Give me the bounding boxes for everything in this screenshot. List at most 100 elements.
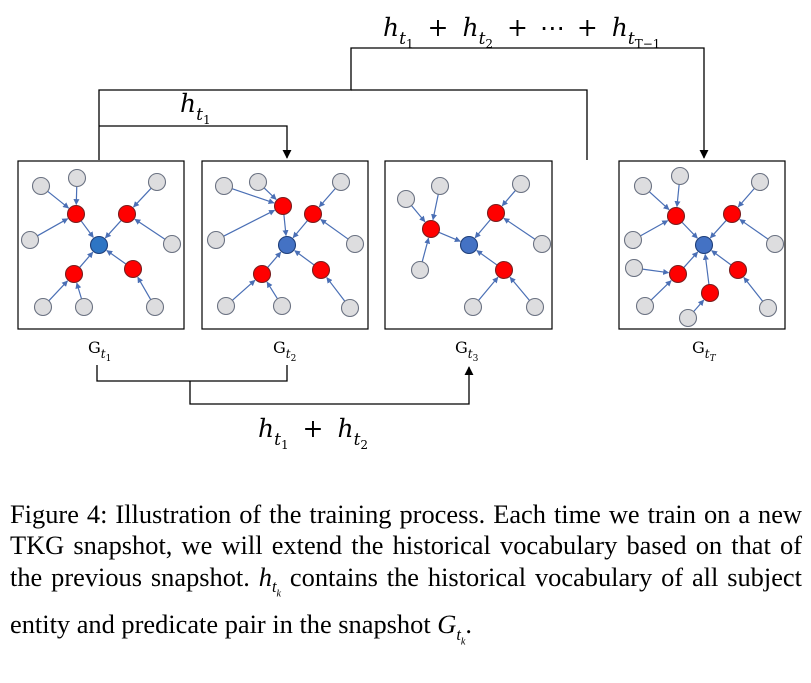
neighbor-node [623,230,643,250]
edge-neighbor-relation [743,276,764,302]
caption-lead: Figure 4: Illustration of the training p… [10,499,802,592]
relation-node [666,206,686,226]
snapshot-graph-4 [618,160,786,330]
edge-neighbor-relation [674,184,681,208]
neighbor-node [33,297,53,317]
edge-relation-center [80,220,94,238]
center-node [694,235,714,255]
neighbor-node [162,234,182,254]
edge-relation-center [711,250,732,266]
neighbor-node [758,298,778,318]
edge-neighbor-relation [73,186,80,206]
snapshot-panels [17,160,786,330]
neighbor-node [74,297,94,317]
neighbor-node [635,296,655,316]
neighbor-node [396,189,416,209]
center-node [89,235,109,255]
caption-h: htk [258,561,282,600]
edge-neighbor-relation [503,217,536,240]
edge-neighbor-relation [642,268,670,275]
caption-g: Gtk [437,609,466,647]
relation-node [66,204,86,224]
neighbor-node [463,297,483,317]
neighbor-node [532,234,552,254]
neighbor-node [633,176,653,196]
edge-relation-center [438,231,461,242]
edge-neighbor-relation [134,218,166,240]
neighbor-node [670,166,690,186]
training-process-figure: ht1 + ht2 + ⋯ + htT−1 ht1 ht1 + ht2 Gt1 … [17,13,786,455]
neighbor-node [216,296,236,316]
edge-neighbor-relation [223,209,276,237]
edge-neighbor-relation [326,277,346,302]
edge-relation-center [683,251,699,269]
edge-neighbor-relation [640,220,669,237]
edge-neighbor-relation [231,188,275,205]
panel-label-4: GtT [692,338,717,364]
label-top: ht1 + ht2 + ⋯ + htT−1 [383,13,660,54]
edge-neighbor-relation [739,218,769,240]
edge-neighbor-relation [48,280,68,302]
edge-relation-center [292,220,308,239]
relation-node [252,264,272,284]
edge-relation-center [104,219,122,239]
neighbor-node [750,172,770,192]
edge-neighbor-relation [410,205,426,223]
edge-relation-center [282,214,289,237]
edge-relation-center [709,219,727,239]
neighbor-node [624,258,644,278]
connector-mid [99,125,292,159]
edge-neighbor-relation [477,276,499,301]
edge-neighbor-relation [421,237,431,262]
edge-neighbor-relation [501,190,516,207]
neighbor-node [525,297,545,317]
connector-bottom [96,365,288,382]
relation-node [728,260,748,280]
neighbor-node [147,172,167,192]
connector-top-branch [351,89,588,160]
edge-relation-center [474,219,491,239]
neighbor-node [765,234,785,254]
panel-label-2: Gt2 [273,338,296,364]
neighbor-node [20,230,40,250]
relation-node [668,264,688,284]
label-mid: ht1 [180,89,211,127]
neighbor-node [214,176,234,196]
edge-neighbor-relation [133,187,152,208]
center-node [277,235,297,255]
neighbor-node [206,230,226,250]
edge-neighbor-relation [137,276,152,300]
panel-label-1: Gt1 [88,338,111,364]
neighbor-node [511,174,531,194]
label-bottom: ht1 + ht2 [258,414,368,455]
neighbor-node [67,168,87,188]
edge-relation-center [267,251,282,268]
figure-caption: Figure 4: Illustration of the training p… [10,499,802,647]
neighbor-node [345,234,365,254]
relation-node [117,204,137,224]
neighbor-node [410,260,430,280]
panel-label-3: Gt3 [455,338,479,364]
edge-neighbor-relation [318,188,336,208]
edge-neighbor-relation [509,276,531,301]
snapshot-graph-3 [384,160,553,330]
neighbor-node [248,172,268,192]
relation-node [64,264,84,284]
relation-node [494,260,514,280]
edge-neighbor-relation [650,280,672,301]
relation-node [123,259,143,279]
neighbor-node [331,172,351,192]
relation-node [486,203,506,223]
connector-top [98,47,709,160]
edge-relation-center [702,253,710,285]
edge-relation-center [106,249,127,265]
relation-node [421,219,441,239]
edge-relation-center [79,251,94,268]
edge-neighbor-relation [75,282,83,300]
neighbor-node [678,308,698,328]
neighbor-node [272,296,292,316]
edge-neighbor-relation [320,219,349,240]
center-node [459,235,479,255]
connector-bottom-stem [189,366,474,405]
edge-relation-center [476,250,498,266]
